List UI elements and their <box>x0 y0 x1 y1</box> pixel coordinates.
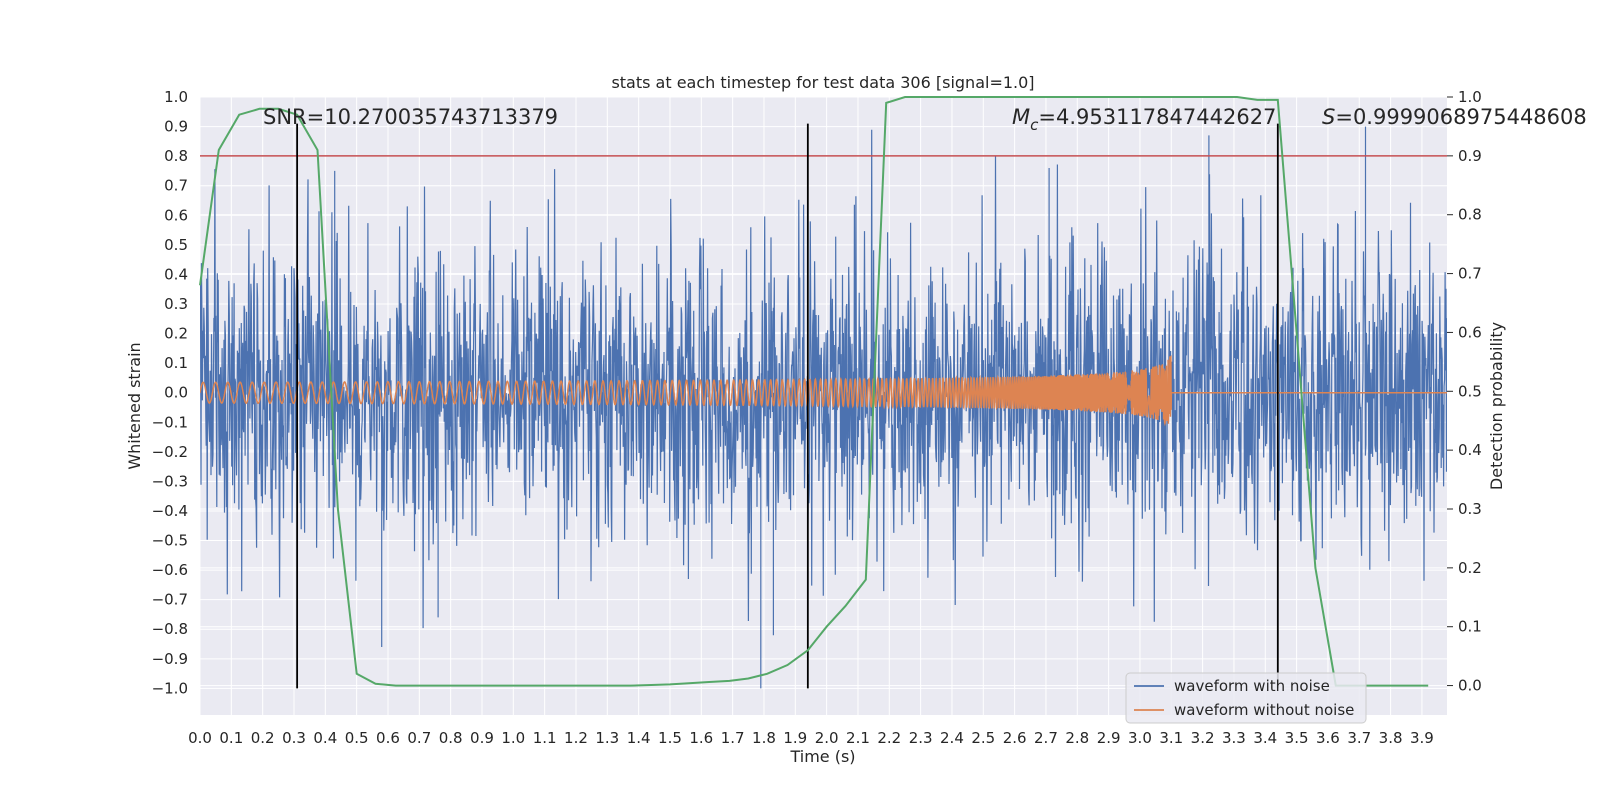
y-tick-label: −0.4 <box>152 502 188 520</box>
y-tick-label: 0.8 <box>164 147 188 165</box>
snr-annotation: SNR=10.270035743713379 <box>263 105 558 129</box>
x-tick-label: 2.6 <box>1003 729 1027 747</box>
x-tick-label: 1.8 <box>752 729 776 747</box>
y2-tick-label: 0.4 <box>1458 441 1482 459</box>
mc-symbol: M <box>1012 105 1030 129</box>
x-tick-label: 0.3 <box>282 729 306 747</box>
x-tick-label: 3.7 <box>1347 729 1371 747</box>
y-tick-label: 0.9 <box>164 118 188 136</box>
s-value: =0.9999068975448608 <box>1335 105 1586 129</box>
y-axis-label: Whitened strain <box>125 342 144 469</box>
y2-tick-label: 0.2 <box>1458 559 1482 577</box>
mc-value: =4.953117847442627 <box>1038 105 1276 129</box>
x-tick-label: 3.3 <box>1222 729 1246 747</box>
x-tick-label: 2.4 <box>940 729 964 747</box>
y-tick-label: −0.7 <box>152 591 188 609</box>
x-tick-label: 2.8 <box>1065 729 1089 747</box>
y2-tick-label: 0.5 <box>1458 382 1482 400</box>
chart-title: stats at each timestep for test data 306… <box>611 73 1034 92</box>
y-tick-label: −0.2 <box>152 443 188 461</box>
y-tick-label: 0.0 <box>164 384 188 402</box>
x-tick-label: 1.6 <box>689 729 713 747</box>
y-tick-label: −1.0 <box>152 679 188 697</box>
y-tick-label: −0.6 <box>152 561 188 579</box>
x-tick-label: 0.9 <box>470 729 494 747</box>
y2-tick-label: 0.6 <box>1458 323 1482 341</box>
x-tick-label: 0.8 <box>439 729 463 747</box>
x-tick-label: 3.1 <box>1159 729 1183 747</box>
x-tick-label: 2.1 <box>846 729 870 747</box>
y-tick-label: 0.2 <box>164 325 188 343</box>
x-tick-label: 0.7 <box>407 729 431 747</box>
y2-tick-label: 0.0 <box>1458 677 1482 695</box>
x-tick-label: 1.3 <box>595 729 619 747</box>
x-tick-label: 3.0 <box>1128 729 1152 747</box>
legend-label-noise: waveform with noise <box>1174 677 1330 695</box>
series-line-detection-probability <box>199 96 1429 687</box>
y-tick-label: 0.5 <box>164 236 188 254</box>
x-tick-label: 0.0 <box>188 729 212 747</box>
y-tick-label: 0.3 <box>164 295 188 313</box>
x-tick-label: 2.9 <box>1097 729 1121 747</box>
y2-axis-label: Detection probability <box>1487 322 1506 490</box>
y-tick-label: −0.3 <box>152 472 188 490</box>
x-tick-label: 2.3 <box>909 729 933 747</box>
legend-label-clean: waveform without noise <box>1174 701 1354 719</box>
y2-tick-label: 0.3 <box>1458 500 1482 518</box>
x-tick-label: 1.0 <box>501 729 525 747</box>
x-tick-label: 2.7 <box>1034 729 1058 747</box>
x-tick-label: 3.2 <box>1191 729 1215 747</box>
x-tick-label: 1.4 <box>627 729 651 747</box>
y-tick-label: −0.1 <box>152 413 188 431</box>
x-tick-label: 3.5 <box>1285 729 1309 747</box>
x-tick-label: 2.2 <box>877 729 901 747</box>
x-tick-label: 3.8 <box>1379 729 1403 747</box>
x-tick-label: 2.5 <box>971 729 995 747</box>
x-tick-labels: 0.0 0.1 0.2 0.3 0.4 0.5 0.6 0.7 0.8 0.9 1.0 1.1 1.2 1… <box>188 729 1434 747</box>
y-tick-label: −0.9 <box>152 650 188 668</box>
x-tick-label: 0.5 <box>345 729 369 747</box>
mc-subscript: c <box>1030 116 1039 134</box>
y2-tick-label: 1.0 <box>1458 88 1482 106</box>
y2-tick-label: 0.8 <box>1458 206 1482 224</box>
marker-lines <box>296 123 1279 689</box>
x-tick-label: 1.9 <box>783 729 807 747</box>
series-line-waveform-without-noise <box>200 354 1447 427</box>
x-tick-label: 3.6 <box>1316 729 1340 747</box>
y-tick-label: −0.5 <box>152 532 188 550</box>
x-tick-label: 0.1 <box>219 729 243 747</box>
y2-tick-label: 0.7 <box>1458 265 1482 283</box>
y-tick-label: −0.8 <box>152 620 188 638</box>
x-tick-label: 3.9 <box>1410 729 1434 747</box>
x-tick-label: 2.0 <box>815 729 839 747</box>
x-tick-label: 3.4 <box>1253 729 1277 747</box>
chirp-mass-annotation: Mc=4.953117847442627 <box>1012 105 1276 134</box>
x-tick-label: 0.4 <box>313 729 337 747</box>
legend: waveform with noise waveform without noi… <box>1125 672 1367 724</box>
x-tick-label: 1.2 <box>564 729 588 747</box>
y2-tick-label: 0.1 <box>1458 618 1482 636</box>
legend-box <box>1125 672 1367 724</box>
y-tick-label: 1.0 <box>164 88 188 106</box>
x-tick-label: 0.6 <box>376 729 400 747</box>
y2-tick-label: 0.9 <box>1458 147 1482 165</box>
x-tick-label: 0.2 <box>251 729 275 747</box>
y2-tick-labels: 1.0 0.9 0.8 0.7 0.6 0.5 0.4 0.3 0.2 0.1 0.0 <box>1447 88 1482 695</box>
x-tick-label: 1.5 <box>658 729 682 747</box>
y-tick-label: 0.4 <box>164 265 188 283</box>
y-tick-label: 0.6 <box>164 206 188 224</box>
score-annotation: S=0.9999068975448608 <box>1322 105 1587 129</box>
x-tick-label: 1.1 <box>533 729 557 747</box>
y-tick-labels: 1.0 0.9 0.8 0.7 0.6 0.5 0.4 0.3 0.2 0.1 0.0 −0.1 −0.… <box>152 88 188 697</box>
y-tick-label: 0.7 <box>164 177 188 195</box>
s-symbol: S <box>1322 105 1335 129</box>
y-tick-label: 0.1 <box>164 354 188 372</box>
x-tick-label: 1.7 <box>721 729 745 747</box>
x-axis-label: Time (s) <box>789 747 855 766</box>
